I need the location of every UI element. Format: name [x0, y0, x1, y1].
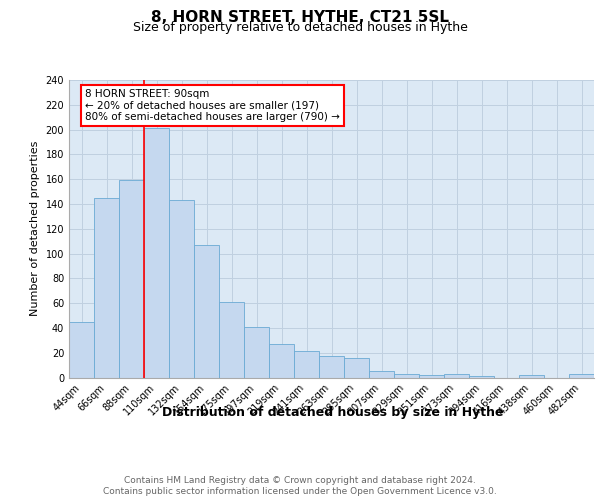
- Text: Contains HM Land Registry data © Crown copyright and database right 2024.: Contains HM Land Registry data © Crown c…: [124, 476, 476, 485]
- Text: Size of property relative to detached houses in Hythe: Size of property relative to detached ho…: [133, 21, 467, 34]
- Bar: [569, 374, 594, 378]
- Bar: [444, 374, 469, 378]
- Bar: [169, 200, 194, 378]
- Bar: [419, 375, 444, 378]
- Bar: [144, 128, 169, 378]
- Bar: [294, 352, 319, 378]
- Bar: [94, 198, 119, 378]
- Bar: [319, 356, 344, 378]
- Text: 8, HORN STREET, HYTHE, CT21 5SL: 8, HORN STREET, HYTHE, CT21 5SL: [151, 10, 449, 25]
- Text: Distribution of detached houses by size in Hythe: Distribution of detached houses by size …: [162, 406, 504, 419]
- Bar: [394, 374, 419, 378]
- Bar: [69, 322, 94, 378]
- Text: 8 HORN STREET: 90sqm
← 20% of detached houses are smaller (197)
80% of semi-deta: 8 HORN STREET: 90sqm ← 20% of detached h…: [85, 89, 340, 122]
- Bar: [194, 245, 219, 378]
- Text: Contains public sector information licensed under the Open Government Licence v3: Contains public sector information licen…: [103, 488, 497, 496]
- Bar: [219, 302, 244, 378]
- Bar: [519, 375, 544, 378]
- Bar: [119, 180, 144, 378]
- Bar: [269, 344, 294, 378]
- Bar: [469, 376, 494, 378]
- Bar: [369, 372, 394, 378]
- Bar: [244, 326, 269, 378]
- Y-axis label: Number of detached properties: Number of detached properties: [30, 141, 40, 316]
- Bar: [344, 358, 369, 378]
